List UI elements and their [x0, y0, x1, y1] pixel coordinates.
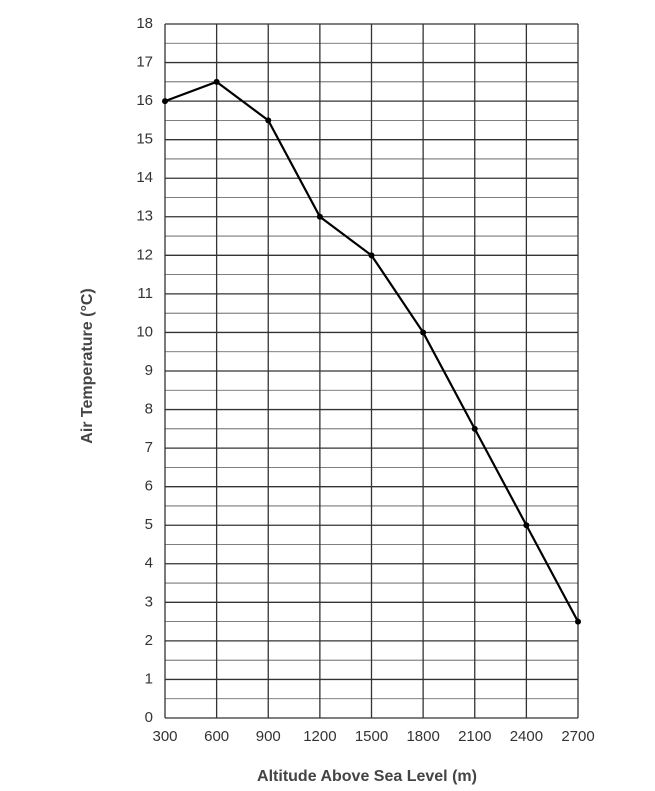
- y-tick-label: 0: [145, 709, 153, 726]
- x-tick-label: 1800: [406, 728, 439, 745]
- y-tick-label: 15: [136, 131, 153, 148]
- x-tick-label: 2400: [510, 728, 543, 745]
- data-point: [265, 117, 272, 124]
- data-point: [575, 618, 581, 625]
- x-tick-label: 300: [152, 728, 177, 745]
- data-point: [523, 522, 530, 529]
- y-tick-label: 2: [145, 632, 153, 649]
- x-tick-label: 1500: [355, 728, 388, 745]
- y-tick-label: 6: [145, 478, 153, 495]
- x-tick-label: 2700: [561, 728, 594, 745]
- y-tick-label: 11: [137, 285, 153, 302]
- x-tick-label: 2100: [458, 728, 491, 745]
- y-tick-label: 10: [136, 323, 153, 340]
- y-tick-label: 18: [136, 15, 153, 32]
- y-tick-label: 1: [145, 670, 153, 687]
- data-point: [213, 78, 220, 85]
- data-point: [316, 213, 323, 220]
- y-tick-label: 14: [136, 169, 153, 186]
- y-axis-label: Air Temperature (°C): [79, 288, 96, 443]
- y-tick-label: 4: [145, 555, 153, 572]
- x-tick-label: 600: [204, 728, 229, 745]
- y-tick-label: 8: [145, 401, 153, 418]
- x-tick-label: 900: [256, 728, 281, 745]
- data-point: [420, 329, 427, 336]
- x-axis-label: Altitude Above Sea Level (m): [257, 768, 477, 785]
- data-point: [162, 98, 168, 105]
- y-tick-label: 16: [136, 92, 153, 109]
- y-tick-label: 5: [145, 516, 153, 533]
- y-tick-label: 3: [145, 593, 153, 610]
- data-point: [471, 425, 478, 432]
- y-tick-label: 17: [136, 54, 153, 71]
- y-tick-label: 12: [136, 246, 153, 263]
- y-tick-label: 13: [136, 208, 153, 225]
- y-tick-label: 9: [145, 362, 153, 379]
- y-tick-label: 7: [145, 439, 153, 456]
- data-point: [368, 252, 375, 259]
- x-tick-label: 1200: [303, 728, 336, 745]
